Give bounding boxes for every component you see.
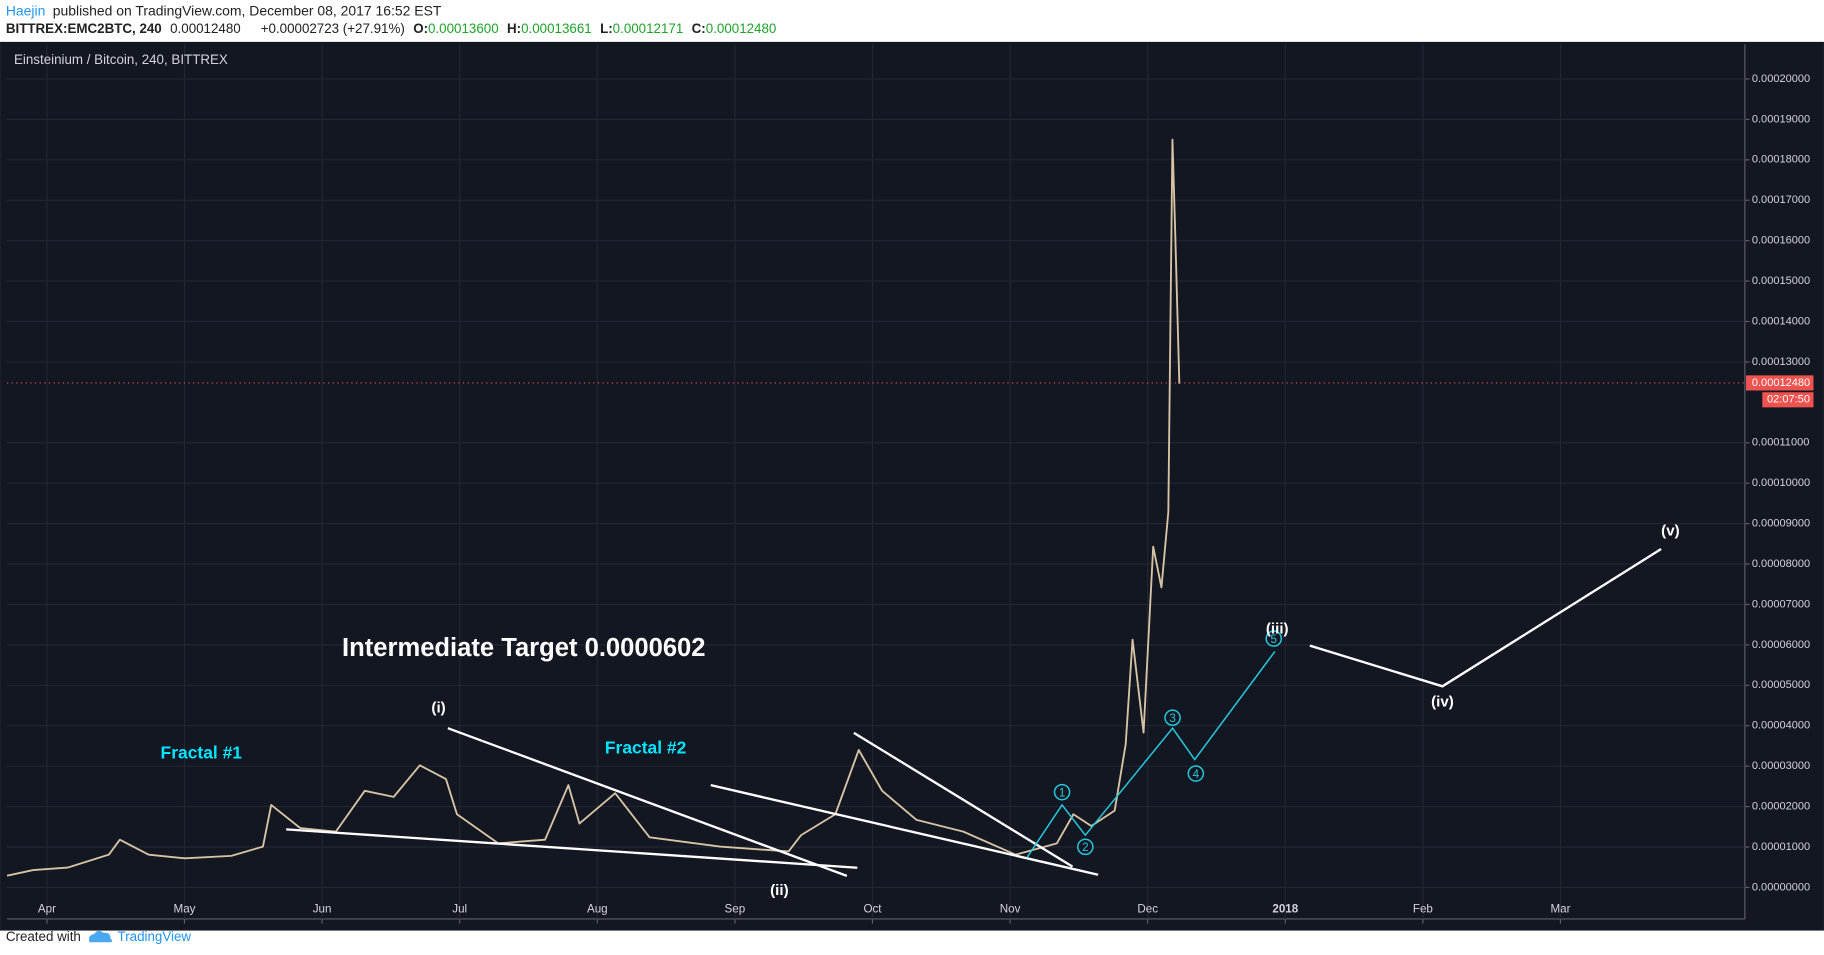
y-tick-label: 0.00000000 — [1752, 881, 1810, 893]
last: 0.00012480 — [170, 21, 241, 36]
y-tick-label: 0.00011000 — [1752, 437, 1810, 449]
low: 0.00012171 — [613, 21, 684, 36]
wave-circle — [1164, 709, 1181, 727]
close-label: C: — [692, 21, 706, 36]
wave-label: (iv) — [1431, 694, 1454, 711]
grid — [7, 44, 1750, 924]
wave-labels: (i) (ii) (iii) (iv) (v) — [431, 523, 1679, 899]
header-line: Haejin published on TradingView.com, Dec… — [6, 2, 442, 18]
trendline — [286, 828, 858, 869]
close: 0.00012480 — [706, 21, 777, 36]
logo — [89, 930, 113, 943]
y-tick-label: 0.00003000 — [1752, 760, 1810, 772]
footer-brand[interactable]: TradingView — [118, 929, 192, 944]
wave-number: 3 — [1169, 712, 1175, 725]
y-tick-label: 0.00020000 — [1752, 73, 1810, 85]
wave-label: (ii) — [770, 882, 788, 899]
open-label: O: — [413, 21, 428, 36]
x-tick-label: Jun — [313, 903, 332, 916]
price-tag-label: 0.00012480 — [1752, 377, 1810, 389]
fractal-label: Fractal #2 — [605, 738, 686, 758]
wave-label: (i) — [431, 699, 445, 716]
author[interactable]: Haejin — [6, 2, 46, 18]
y-tick-label: 0.00019000 — [1752, 113, 1810, 125]
y-tick-label: 0.00001000 — [1752, 841, 1810, 853]
price-tag — [1746, 375, 1814, 391]
high-label: H: — [507, 21, 521, 36]
target-annotation: Intermediate Target 0.0000602 — [342, 634, 706, 662]
wave-number: 1 — [1059, 786, 1065, 799]
wave-circles — [1053, 630, 1283, 856]
y-tick-label: 0.00015000 — [1752, 275, 1810, 287]
wave-path — [1026, 650, 1276, 858]
open: 0.00013600 — [428, 21, 499, 36]
chart-title: Einsteinium / Bitcoin, 240, BITTREX — [14, 52, 228, 67]
wave-circle — [1187, 765, 1205, 782]
y-tick-label: 0.00016000 — [1752, 235, 1810, 247]
x-tick-label: Oct — [863, 903, 882, 916]
x-tick-label: 2018 — [1272, 903, 1298, 916]
y-tick-label: 0.00004000 — [1752, 720, 1810, 732]
x-tick-label: May — [174, 903, 196, 916]
published: published on TradingView.com, December 0… — [53, 2, 442, 18]
x-tick-label: Mar — [1550, 903, 1570, 916]
y-tick-label: 0.00007000 — [1752, 598, 1810, 610]
change: +0.00002723 (+27.91%) — [261, 21, 405, 36]
countdown-bg — [1762, 392, 1814, 408]
fractal-label: Fractal #1 — [161, 742, 243, 762]
wave-label: (iii) — [1266, 620, 1289, 637]
y-tick-label: 0.00017000 — [1752, 194, 1810, 206]
high: 0.00013661 — [521, 21, 592, 36]
x-tick-label: Sep — [725, 903, 746, 916]
y-tick-label: 0.00005000 — [1752, 679, 1810, 691]
y-tick-label: 0.00014000 — [1752, 315, 1810, 327]
x-tick-label: Apr — [38, 903, 56, 916]
wave-numbers: 1 2 3 4 5 — [1059, 633, 1277, 854]
wave-circle — [1053, 783, 1071, 801]
symbol: BITTREX:EMC2BTC, 240 — [6, 21, 162, 36]
projection — [1309, 548, 1662, 688]
x-tick-label: Feb — [1413, 903, 1433, 916]
wave-circle — [1077, 838, 1094, 856]
y-tick-label: 0.00002000 — [1752, 800, 1810, 812]
y-tick-label: 0.00010000 — [1752, 477, 1810, 489]
countdown: 02:07:50 — [1767, 394, 1810, 406]
price-line — [6, 138, 1181, 877]
wave-number: 2 — [1082, 841, 1088, 854]
trendline — [710, 784, 1099, 876]
series — [6, 138, 1181, 877]
y-tick-label: 0.00013000 — [1752, 356, 1810, 368]
x-tick-label: Jul — [452, 903, 467, 916]
y-tick-label: 0.00006000 — [1752, 639, 1810, 651]
wave-label: (v) — [1661, 523, 1679, 540]
ticker-line: BITTREX:EMC2BTC, 240 0.00012480 +0.00002… — [6, 21, 777, 36]
wave-number: 4 — [1193, 768, 1200, 781]
y-tick-label: 0.00009000 — [1752, 518, 1810, 530]
trendline — [447, 727, 848, 877]
y-tick-label: 0.00018000 — [1752, 154, 1810, 166]
x-tick-label: Nov — [1000, 903, 1021, 916]
wave-circle — [1265, 630, 1283, 647]
wave-number: 5 — [1271, 633, 1277, 646]
y-tick-label: 0.00008000 — [1752, 558, 1810, 570]
x-tick-label: Aug — [587, 903, 608, 916]
x-tick-label: Dec — [1137, 903, 1158, 916]
footer-created: Created with — [6, 929, 81, 944]
chart-panel — [0, 41, 1824, 931]
low-label: L: — [600, 21, 613, 36]
